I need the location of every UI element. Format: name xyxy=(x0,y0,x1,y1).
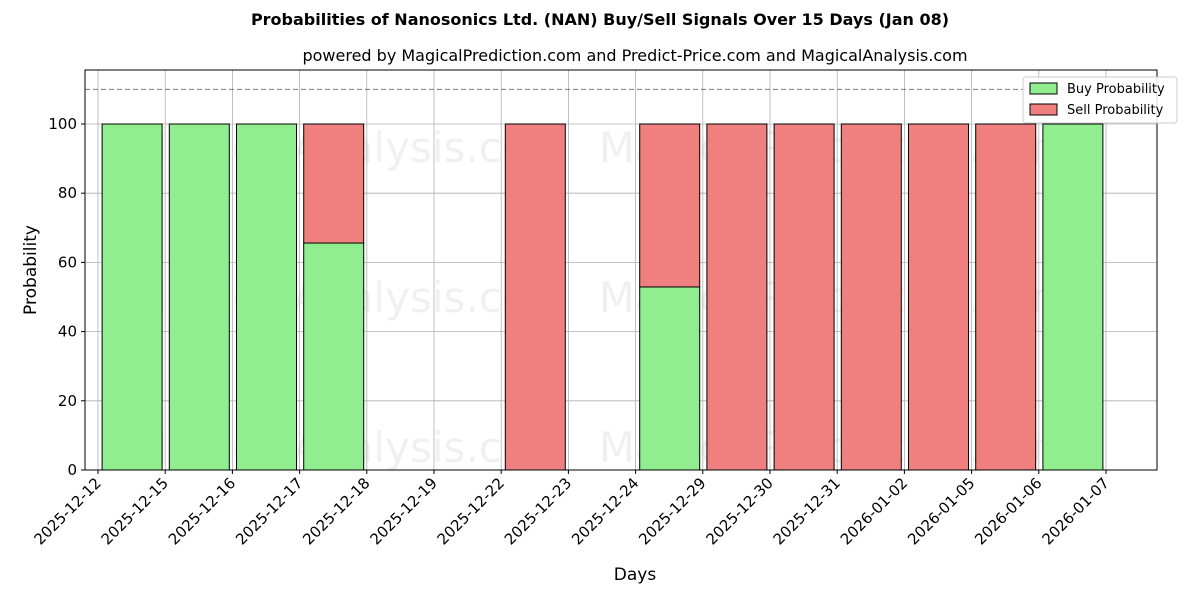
x-tick-label: 2025-12-22 xyxy=(434,474,508,548)
legend-buy-swatch xyxy=(1029,82,1058,95)
sell-bar xyxy=(706,123,768,471)
sell-bar xyxy=(908,123,969,471)
axes-frame xyxy=(84,69,1158,471)
x-tick-label: 2025-12-31 xyxy=(770,474,844,548)
y-tick-label: 60 xyxy=(58,253,77,271)
buy-bar xyxy=(236,123,297,471)
x-tick-label: 2025-12-30 xyxy=(702,474,776,548)
y-tick-label: 40 xyxy=(58,323,77,341)
x-tick-label: 2026-01-05 xyxy=(904,474,978,548)
sell-bar xyxy=(975,123,1037,471)
y-tick-label: 100 xyxy=(48,115,77,133)
x-tick-label: 2025-12-18 xyxy=(299,474,373,548)
y-tick-label: 80 xyxy=(58,184,77,202)
sell-bar xyxy=(773,123,835,471)
buy-bar xyxy=(101,123,163,471)
x-tick-label: 2025-12-23 xyxy=(501,474,575,548)
x-tick-label: 2025-12-12 xyxy=(30,474,104,548)
y-axis-label: Probability xyxy=(21,225,41,315)
buy-bar xyxy=(168,123,230,471)
x-tick-label: 2026-01-02 xyxy=(837,474,911,548)
y-tick-label: 20 xyxy=(58,392,77,410)
x-tick-label: 2025-12-15 xyxy=(98,474,172,548)
sell-bar xyxy=(303,123,365,244)
x-tick-label: 2026-01-07 xyxy=(1038,474,1112,548)
x-tick-label: 2025-12-29 xyxy=(635,474,709,548)
legend-sell-swatch xyxy=(1029,103,1058,116)
x-tick-label: 2025-12-19 xyxy=(366,474,440,548)
legend-box xyxy=(1022,76,1178,124)
legend-buy-label: Buy Probability xyxy=(1067,82,1165,97)
buy-bar xyxy=(639,286,701,471)
legend-sell-label: Sell Probability xyxy=(1067,103,1164,118)
buy-bar xyxy=(1042,123,1104,471)
x-tick-label: 2025-12-24 xyxy=(568,474,642,548)
x-axis-label: Days xyxy=(614,565,657,585)
x-tick-label: 2026-01-06 xyxy=(971,474,1045,548)
y-tick-label: 0 xyxy=(67,461,77,479)
sell-bar xyxy=(639,123,701,288)
chart-title: Probabilities of Nanosonics Ltd. (NAN) B… xyxy=(250,10,950,29)
sell-bar xyxy=(840,123,902,471)
chart-subtitle: powered by MagicalPrediction.com and Pre… xyxy=(302,46,968,65)
sell-bar xyxy=(504,123,566,471)
buy-bar xyxy=(303,242,365,471)
x-tick-label: 2025-12-16 xyxy=(165,474,239,548)
x-tick-label: 2025-12-17 xyxy=(232,474,306,548)
